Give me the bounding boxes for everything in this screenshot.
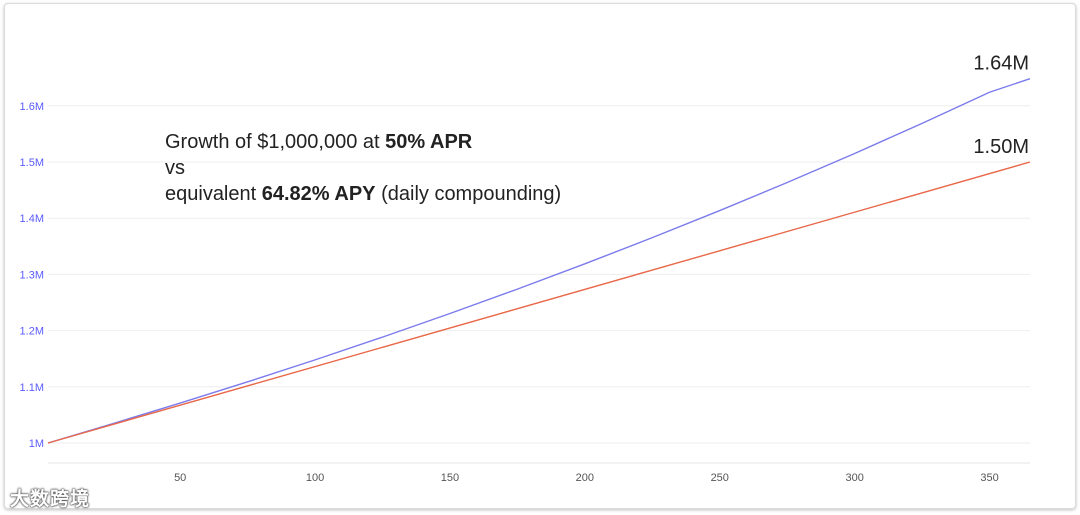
gridlines [48,105,1030,464]
chart-title-text: vs [165,157,185,179]
chart-title-line: Growth of $1,000,000 at 50% APR [165,131,473,153]
chart-title-emphasis: 64.82% APY [262,183,376,205]
y-tick-label: 1.5M [20,157,44,169]
y-axis-ticks: 1M 1.1M 1.2M 1.3M 1.4M 1.5M 1.6M [20,101,44,450]
y-tick-label: 1M [29,438,44,450]
x-axis-ticks: 50 100 150 200 250 300 350 [174,472,999,484]
chart-card [4,3,1076,509]
y-tick-label: 1.2M [20,326,44,338]
series-line [47,78,1031,444]
chart-title-text: equivalent [165,183,262,205]
y-tick-label: 1.6M [20,101,44,113]
series-line [47,161,1031,444]
y-tick-label: 1.4M [20,213,44,225]
x-tick-label: 250 [711,472,729,484]
chart-title-emphasis: 50% APR [385,131,473,153]
x-tick-label: 100 [306,472,324,484]
chart-title: Growth of $1,000,000 at 50% APR vs equival… [165,131,561,205]
y-tick-label: 1.3M [20,269,44,281]
chart-title-line: equivalent 64.82% APY (daily compounding… [165,183,561,205]
series-end-label: 1.64M [973,53,1029,75]
x-tick-label: 300 [845,472,863,484]
series-end-labels: 1.64M 1.50M [973,53,1029,158]
y-tick-label: 1.1M [20,382,44,394]
chart-title-line: vs [165,157,185,179]
x-tick-label: 50 [174,472,186,484]
chart-title-text: (daily compounding) [376,183,562,205]
watermark-logo: 大数跨境 [10,489,91,510]
x-tick-label: 350 [980,472,998,484]
series-end-label: 1.50M [973,136,1029,158]
chart-title-text: Growth of $1,000,000 at [165,131,385,153]
x-tick-label: 200 [576,472,594,484]
series-lines [47,78,1031,444]
x-tick-label: 150 [441,472,459,484]
